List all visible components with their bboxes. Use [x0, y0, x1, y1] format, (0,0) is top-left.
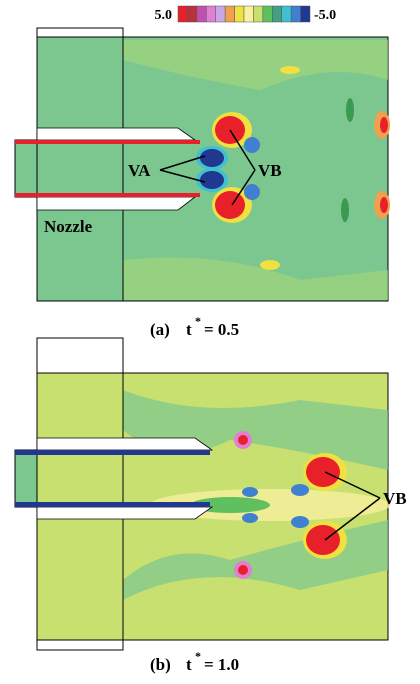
colorbar-swatch	[282, 6, 291, 22]
caption-sup: *	[195, 649, 201, 663]
colorbar-swatch	[235, 6, 244, 22]
figure: 5.0 -5.0 VA	[0, 0, 420, 679]
colorbar-swatch	[216, 6, 225, 22]
panel-a: VA VB Nozzle (a) t * = 0.5	[15, 28, 390, 339]
caption-tag: (b)	[150, 655, 171, 674]
panel-b: VB (b) t * = 1.0	[15, 338, 407, 674]
caption-var: t	[186, 655, 192, 674]
colorbar-swatch	[253, 6, 262, 22]
colorbar-swatch	[244, 6, 253, 22]
caption-value: = 1.0	[204, 655, 239, 674]
caption-sup: *	[195, 314, 201, 328]
label-vb: VB	[258, 161, 282, 180]
colorbar-swatch	[197, 6, 206, 22]
caption-tag: (a)	[150, 320, 170, 339]
caption-value: = 0.5	[204, 320, 239, 339]
label-nozzle: Nozzle	[44, 217, 93, 236]
colorbar-swatch	[187, 6, 196, 22]
colorbar-swatch	[301, 6, 310, 22]
colorbar-max-label: 5.0	[155, 8, 173, 23]
colorbar-swatch	[263, 6, 272, 22]
colorbar-swatch	[206, 6, 215, 22]
colorbar-swatch	[272, 6, 281, 22]
colorbar-min-label: -5.0	[314, 8, 336, 23]
label-vb: VB	[383, 489, 407, 508]
caption-var: t	[186, 320, 192, 339]
colorbar-swatch	[178, 6, 187, 22]
colorbar-swatch	[225, 6, 234, 22]
label-va: VA	[128, 161, 151, 180]
colorbar-swatch	[291, 6, 300, 22]
colorbar	[178, 6, 310, 22]
